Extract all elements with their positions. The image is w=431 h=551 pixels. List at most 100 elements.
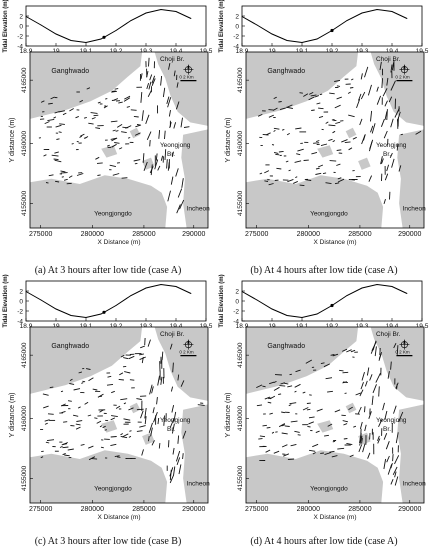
map-x-tick-label: 280000 [81,231,104,238]
current-vector [335,121,341,124]
current-vector [381,78,383,89]
current-vector [51,154,59,157]
current-vector [123,357,129,360]
current-vector [123,97,131,102]
current-vector [273,96,277,100]
current-vector [182,453,184,460]
map-y-tick-label: 4155000 [21,465,28,491]
x-tick-label: 19.4 [170,323,183,330]
current-vector [346,349,352,353]
current-vector [43,154,47,157]
current-vector [114,455,120,458]
current-vector [348,147,353,151]
current-vector [287,458,295,461]
current-vector [269,412,273,415]
label-yeongjong-bridge-2: Br. [383,426,391,433]
map-frame [29,51,209,229]
current-vector [334,182,340,185]
current-vector [268,397,272,400]
current-vector [394,476,399,486]
tide-point [100,38,102,40]
current-vector [179,199,185,210]
scale-bar: 0 2 Km [395,75,413,82]
current-vector [311,151,318,155]
current-vector [58,110,65,113]
current-vector [88,445,94,449]
map-x-tick-label: 275000 [29,231,52,238]
current-vector [120,354,125,358]
map-y-tick-label: 4155000 [21,190,28,216]
current-vector [287,385,293,388]
current-vector [307,425,311,428]
current-vector [278,150,284,153]
current-vector [359,421,363,430]
current-vector [60,403,66,407]
land-small-island [345,127,357,139]
current-vector [319,93,323,96]
current-time-marker [102,35,106,39]
current-vector [144,407,147,419]
current-vector [135,124,142,128]
current-vector [59,123,65,125]
current-vector [381,158,384,164]
current-vector [157,165,161,171]
y-tick-label: 2 [235,289,239,296]
current-vector [390,479,394,485]
current-vector [352,136,357,140]
current-vector [264,170,270,174]
y-tick-label: 0 [235,299,239,306]
current-vector [141,356,144,364]
tide-point [55,308,57,310]
scale-label: 0 2 Km [395,350,410,355]
current-vector [82,380,86,383]
current-vector [384,100,388,107]
current-vector [60,170,66,173]
current-vector [293,180,298,184]
current-vector [61,410,66,414]
y-tick-label: -4 [17,319,23,326]
land-small-island [129,402,141,414]
tide-series-line [25,8,192,44]
current-vector [55,180,60,183]
land-yeongjongdo [30,175,168,228]
current-vector [389,152,393,158]
current-vector [396,345,399,355]
current-vector [71,143,74,145]
current-vector [133,159,141,162]
current-vector [386,77,389,86]
current-vector [343,423,348,426]
current-vector [76,420,83,422]
current-vector [390,361,392,370]
tide-point [241,16,243,17]
compass-icon [399,64,410,75]
current-vector [339,369,344,372]
current-vector [162,87,166,98]
tide-point [25,16,27,17]
current-vector [110,436,117,438]
map-x-axis-label: X Distance (m) [98,514,141,521]
y-axis-label: Tidal Elevation (m) [3,274,9,327]
current-vector [180,380,185,387]
x-tick-label: 19 [52,323,60,330]
current-vector [384,173,389,181]
map-y-axis-label: Y distance (m) [9,393,16,438]
current-vector [115,405,121,409]
tide-series-line [25,283,192,319]
map-x-axis-label: X Distance (m) [314,239,357,246]
x-tick-label: 19 [52,48,60,55]
land-yeongjongdo [30,450,168,503]
current-vector [104,429,107,431]
tide-point [40,24,42,26]
x-tick-label: 19.4 [386,48,399,55]
current-vector [114,88,119,90]
current-vector [315,167,320,170]
current-vector [262,424,267,427]
x-tick-label: 19.4 [386,323,399,330]
current-vector [328,124,336,127]
current-vector [169,418,175,428]
current-vector [387,371,390,379]
current-vector [395,432,399,444]
current-vector [64,454,70,457]
current-vector [129,379,135,381]
current-vector [128,355,135,360]
